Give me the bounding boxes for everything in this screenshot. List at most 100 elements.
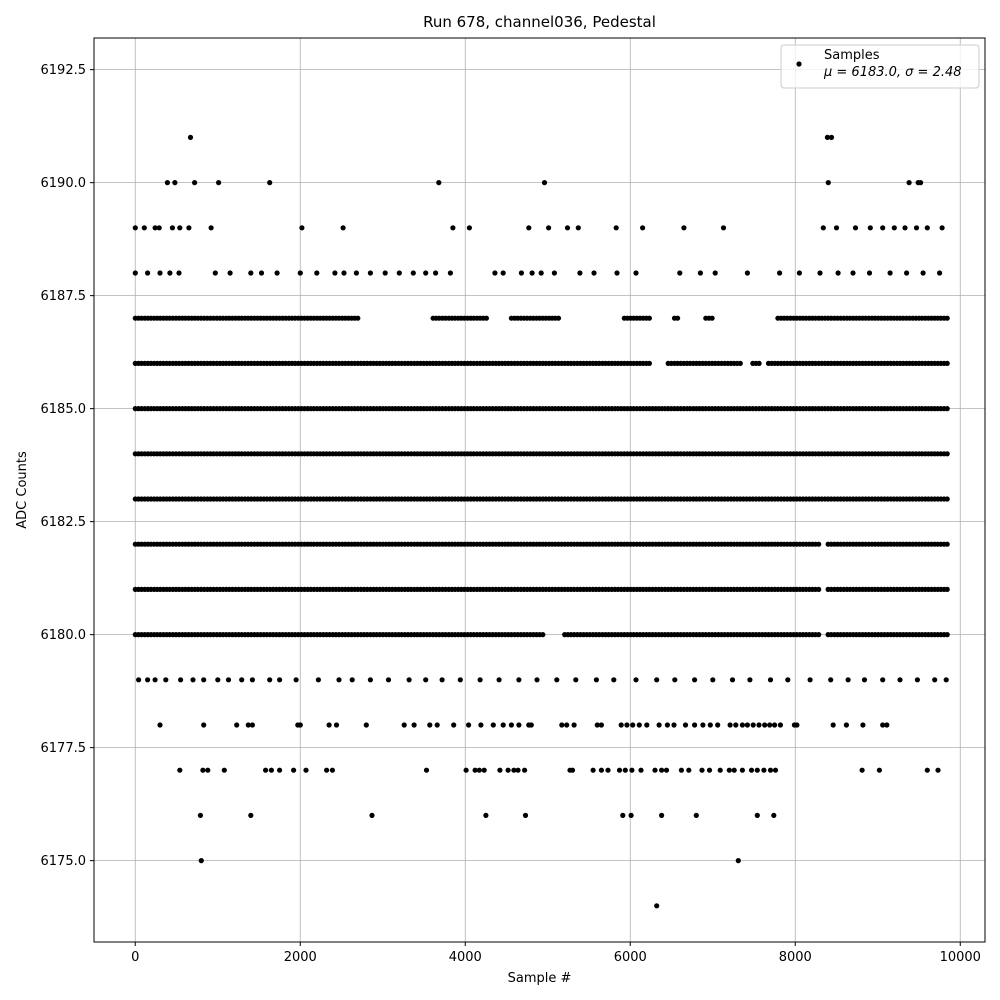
data-point — [303, 767, 309, 773]
data-point — [200, 767, 206, 773]
data-point — [659, 812, 665, 819]
data-point — [406, 677, 412, 683]
y-tick-label: 6180.0 — [41, 628, 87, 643]
data-point — [518, 270, 525, 276]
data-point — [638, 767, 644, 773]
x-tick-label: 0 — [131, 950, 139, 965]
data-point — [436, 180, 442, 186]
data-point — [569, 767, 576, 773]
data-point — [636, 722, 642, 728]
data-point — [664, 722, 671, 728]
data-point — [500, 722, 506, 728]
data-point — [720, 225, 727, 231]
data-point — [739, 767, 746, 773]
data-point — [833, 225, 840, 231]
data-point — [825, 180, 831, 186]
data-point — [707, 722, 713, 728]
data-point — [212, 270, 218, 276]
data-point — [522, 812, 529, 819]
legend: Samples μ = 6183.0, σ = 2.48 — [780, 44, 980, 89]
data-point — [820, 225, 826, 231]
data-point — [880, 677, 886, 683]
data-point — [152, 225, 158, 231]
data-point — [472, 767, 478, 773]
data-point — [433, 270, 439, 276]
data-point — [646, 315, 653, 321]
data-point — [884, 722, 890, 728]
data-point — [369, 812, 375, 819]
data-point — [914, 677, 921, 683]
data-point — [314, 270, 320, 276]
data-point — [336, 677, 342, 683]
data-point — [492, 270, 498, 276]
data-point — [216, 180, 222, 186]
data-point — [363, 722, 369, 728]
data-point — [671, 722, 677, 728]
data-point — [744, 270, 751, 276]
data-point — [944, 451, 950, 457]
data-point — [267, 677, 273, 683]
data-point — [682, 722, 689, 728]
data-point — [850, 270, 856, 276]
data-point — [924, 225, 930, 231]
x-tick-label: 2000 — [284, 950, 317, 965]
legend-series-name: Samples — [824, 48, 880, 63]
data-point — [739, 722, 746, 728]
data-point — [451, 722, 457, 728]
data-point — [341, 270, 347, 276]
data-point — [652, 767, 658, 773]
grid-lines — [94, 38, 985, 942]
data-point — [221, 767, 227, 773]
data-point — [401, 722, 407, 728]
data-point — [777, 270, 783, 276]
data-point — [697, 270, 704, 276]
data-point — [767, 677, 774, 683]
y-tick-label: 6177.5 — [41, 741, 87, 756]
data-point — [835, 270, 841, 276]
data-point — [880, 225, 886, 231]
data-point — [466, 722, 472, 728]
data-point — [258, 270, 265, 276]
data-point — [136, 677, 142, 683]
data-point — [762, 722, 768, 728]
data-point — [918, 180, 924, 186]
data-point — [559, 722, 565, 728]
data-point — [555, 315, 562, 321]
data-point — [772, 767, 779, 773]
data-point — [611, 677, 617, 683]
data-point — [654, 903, 660, 909]
chart-title: Run 678, channel036, Pedestal — [423, 13, 656, 31]
data-point — [932, 677, 938, 683]
data-point — [178, 677, 184, 683]
data-point — [481, 767, 487, 773]
data-point — [772, 722, 778, 728]
data-point — [816, 586, 822, 593]
data-point — [516, 677, 522, 683]
data-point — [332, 270, 338, 276]
data-point — [913, 225, 920, 231]
data-point — [754, 767, 760, 773]
data-point — [201, 677, 207, 683]
data-point — [644, 722, 650, 728]
data-point — [167, 270, 173, 276]
data-point — [731, 767, 737, 773]
data-point — [686, 767, 692, 773]
data-point — [529, 270, 535, 276]
data-point — [880, 722, 886, 728]
data-point — [187, 134, 194, 140]
data-point — [944, 406, 950, 412]
x-tick-label: 8000 — [779, 950, 812, 965]
data-point — [817, 270, 823, 276]
data-point — [677, 270, 683, 276]
data-point — [291, 767, 297, 773]
data-point — [944, 496, 950, 502]
data-point — [132, 270, 138, 276]
data-point — [816, 632, 822, 638]
data-point — [205, 767, 211, 773]
data-point — [593, 677, 600, 683]
y-tick-label: 6192.5 — [41, 63, 87, 78]
data-point — [824, 134, 831, 140]
data-point — [396, 270, 402, 276]
x-axis-label: Sample # — [508, 971, 572, 986]
data-point — [297, 722, 303, 728]
